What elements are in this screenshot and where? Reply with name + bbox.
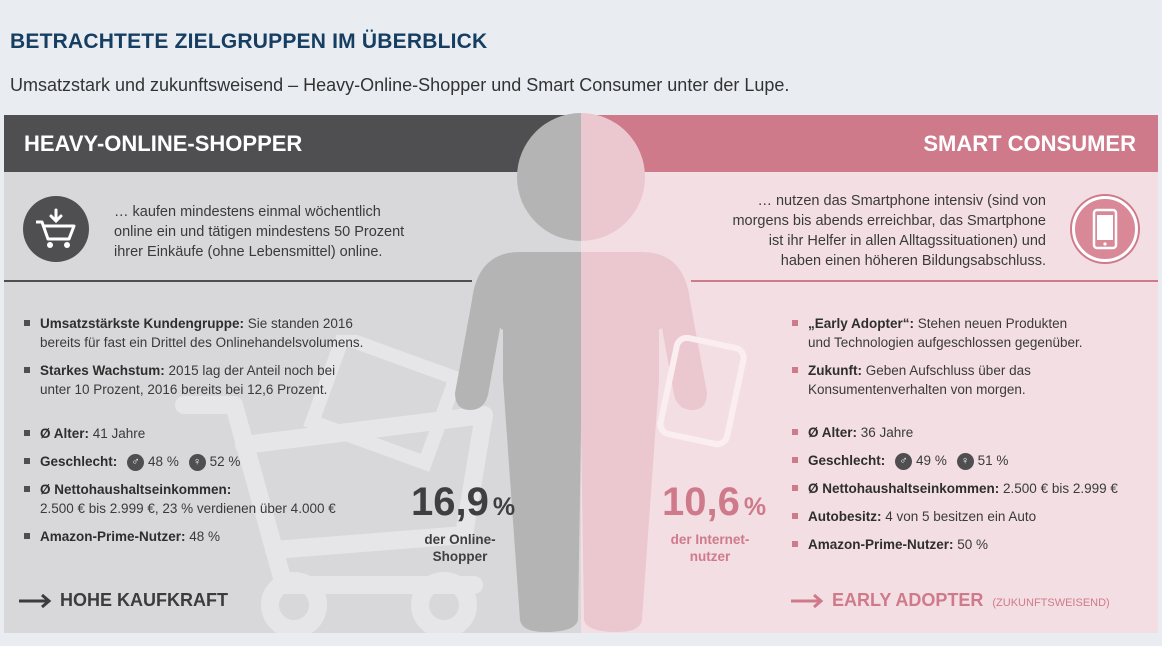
right-facts-list: Ø Alter: 36 Jahre Geschlecht: ♂ 49 % ♀ 51 … xyxy=(792,423,1158,563)
right-divider xyxy=(691,280,1158,282)
list-item: „Early Adopter“: Stehen neuen Produkten u… xyxy=(792,314,1152,352)
left-divider xyxy=(4,280,472,282)
list-item: Umsatzstärkste Kundengruppe: Sie standen… xyxy=(24,314,404,352)
list-item: Starkes Wachstum: 2015 lag der Anteil no… xyxy=(24,361,404,399)
left-header-band xyxy=(4,115,581,172)
left-footer: HOHE KAUFKRAFT xyxy=(18,590,228,611)
right-intro-text: … nutzen das Smartphone intensiv (sind v… xyxy=(732,193,1046,269)
page-title: BETRACHTETE ZIELGRUPPEN IM ÜBERBLICK xyxy=(10,30,488,53)
left-panel-title: HEAVY-ONLINE-SHOPPER xyxy=(24,131,303,156)
arrow-right-icon xyxy=(19,594,52,609)
left-stat-value: 16,9% xyxy=(411,480,516,524)
male-icon: ♂ xyxy=(895,452,913,470)
shopping-cart-icon xyxy=(36,208,76,248)
left-intro-text: … kaufen mindestens einmal wöchentlich o… xyxy=(114,204,405,260)
right-footer: EARLY ADOPTER (ZUKUNFTSWEISEND) xyxy=(790,590,1110,611)
right-bullet-list: „Early Adopter“: Stehen neuen Produkten u… xyxy=(792,314,1152,408)
list-item: Amazon-Prime-Nutzer: 48 % xyxy=(24,527,424,546)
right-panel-title: SMART CONSUMER xyxy=(923,131,1136,156)
list-item: Geschlecht: ♂ 49 % ♀ 51 % xyxy=(792,451,1158,470)
page-subtitle: Umsatzstark und zukunftsweisend – Heavy-… xyxy=(10,75,790,95)
list-item: Ø Alter: 36 Jahre xyxy=(792,423,1158,442)
left-stat-label: der Online- Shopper xyxy=(424,532,496,564)
cart-icon-circle xyxy=(23,196,89,262)
list-item: Zukunft: Geben Aufschluss über das Konsum… xyxy=(792,361,1152,399)
left-facts-list: Ø Alter: 41 Jahre Geschlecht: ♂ 48 % ♀ 52 … xyxy=(24,424,424,555)
list-item: Geschlecht: ♂ 48 % ♀ 52 % xyxy=(24,452,424,471)
right-stat-label: der Internet-nutzer xyxy=(670,532,750,564)
smartphone-icon xyxy=(1092,208,1118,250)
right-stat-value: 10,6% xyxy=(662,480,767,524)
female-icon: ♀ xyxy=(188,453,206,471)
female-icon: ♀ xyxy=(956,452,974,470)
arrow-right-icon xyxy=(791,594,824,609)
list-item: Amazon-Prime-Nutzer: 50 % xyxy=(792,535,1158,554)
male-icon: ♂ xyxy=(127,453,145,471)
list-item: Autobesitz: 4 von 5 besitzen ein Auto xyxy=(792,507,1158,526)
list-item: Ø Nettohaushaltseinkommen: 2.500 € bis 2… xyxy=(792,479,1158,498)
left-bullet-list: Umsatzstärkste Kundengruppe: Sie standen… xyxy=(24,314,404,408)
right-header-band xyxy=(581,115,1158,172)
list-item: Ø Nettohaushaltseinkommen: 2.500 € bis 2.… xyxy=(24,480,424,518)
list-item: Ø Alter: 41 Jahre xyxy=(24,424,424,443)
phone-icon-circle xyxy=(1072,196,1138,262)
